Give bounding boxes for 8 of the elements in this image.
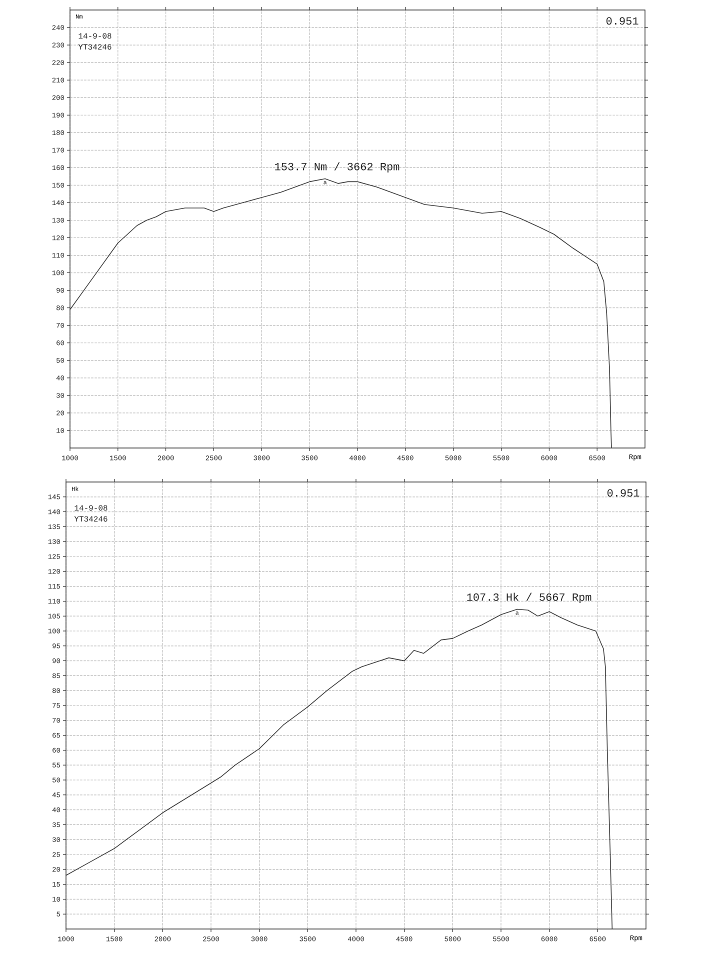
annotation: 0.951 xyxy=(607,489,640,497)
annotation: YT34246 xyxy=(78,44,112,50)
annotation: 14-9-08 xyxy=(78,33,112,39)
annotation: YT34246 xyxy=(74,516,108,522)
annotation: 107.3 Hk / 5667 Rpm xyxy=(467,592,592,604)
annotation: 0.951 xyxy=(606,17,638,25)
annotation: 14-9-08 xyxy=(74,505,108,511)
line-series xyxy=(70,178,612,448)
